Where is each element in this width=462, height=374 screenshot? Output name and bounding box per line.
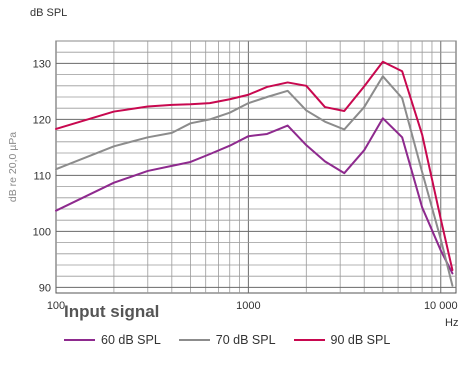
grid	[56, 40, 456, 293]
tick-labels: 90 100 110 120 130 100 1000 10 000	[33, 58, 458, 312]
y-tick-label: 120	[33, 114, 51, 126]
legend-swatch	[178, 338, 210, 342]
series-layer	[55, 60, 454, 287]
legend-title: Input signal	[64, 302, 160, 321]
legend-item: 90 dB SPL	[293, 333, 391, 347]
legend-label: 70 dB SPL	[215, 333, 276, 347]
x-unit-label: Hz	[445, 317, 458, 329]
y-tick-label: 100	[33, 226, 51, 238]
x-tick-label: 100	[47, 300, 65, 312]
legend-item: 60 dB SPL	[64, 333, 161, 347]
y-axis-label: dB re 20,0 µPa	[7, 132, 19, 202]
series-line	[55, 75, 454, 287]
legend-label: 90 dB SPL	[330, 333, 391, 347]
y-tick-label: 90	[39, 282, 51, 294]
legend-swatch	[64, 338, 95, 342]
plot-border	[55, 40, 457, 294]
x-tick-label: 10 000	[424, 300, 458, 312]
legend-item: 70 dB SPL	[178, 333, 276, 347]
series-line	[55, 117, 454, 275]
y-unit-label: dB SPL	[30, 7, 67, 19]
legend-label: 60 dB SPL	[101, 333, 161, 347]
series-line	[55, 60, 454, 272]
y-tick-label: 130	[33, 58, 51, 70]
legend: 60 dB SPL 70 dB SPL 90 dB SPL	[64, 333, 408, 347]
legend-swatch	[293, 338, 325, 342]
y-tick-label: 110	[33, 170, 51, 182]
x-tick-label: 1000	[236, 300, 260, 312]
